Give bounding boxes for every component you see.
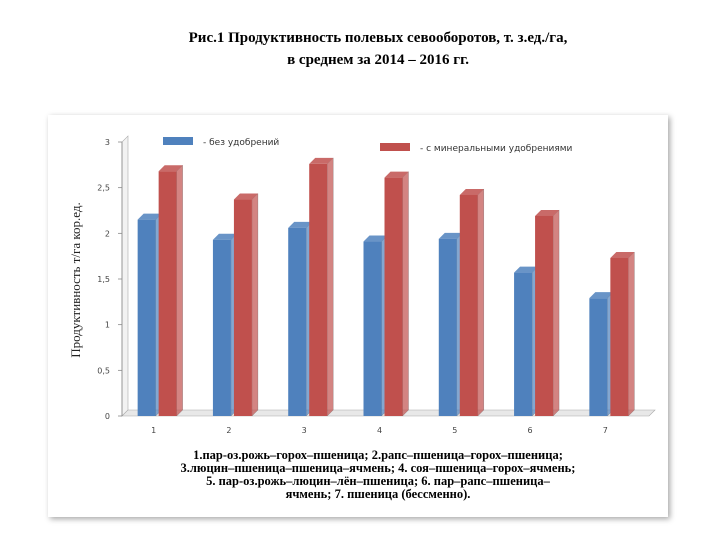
x-tick-label: 7	[603, 426, 608, 435]
bar	[137, 219, 156, 416]
bar-side	[326, 157, 334, 417]
bar-top	[384, 171, 409, 178]
x-tick-label: 1	[151, 426, 156, 435]
y-tick-label: 3	[105, 138, 110, 147]
bar-top	[459, 188, 484, 195]
bar-top	[137, 213, 162, 220]
title-line: в среднем за 2014 – 2016 гг.	[287, 52, 469, 68]
bar-top	[438, 232, 463, 239]
bar-side	[628, 251, 635, 417]
bar	[535, 215, 554, 416]
x-tick-label: 2	[226, 426, 231, 435]
bar	[438, 238, 457, 416]
legend-swatch	[163, 137, 193, 145]
bar	[514, 272, 533, 416]
back-wall	[121, 135, 129, 417]
bar-top	[363, 235, 388, 242]
legend-swatch	[380, 143, 410, 151]
caption-line: 1.пар-оз.рожь–горох–пшеница; 2.рапс–пшен…	[193, 448, 563, 462]
bar-side	[176, 164, 183, 417]
caption-line: 5. пар-оз.рожь–люцин–лён–пшеница; 6. пар…	[206, 474, 551, 488]
bar-top	[514, 266, 539, 273]
bar-side	[552, 209, 560, 417]
bar	[459, 194, 478, 416]
bar-top	[309, 157, 334, 164]
y-tick-label: 1	[105, 321, 110, 330]
bar	[384, 177, 403, 416]
bar	[158, 171, 177, 416]
bar-top	[589, 292, 614, 299]
y-axis-label: Продуктивность т/га кор.ед.	[68, 202, 83, 357]
bar	[610, 257, 629, 416]
y-tick-label: 0	[105, 412, 110, 421]
bar	[309, 163, 328, 416]
bar-side	[251, 192, 259, 417]
bar	[212, 239, 231, 416]
bar-top	[610, 251, 635, 258]
legend-label: - без удобрений	[203, 138, 279, 148]
bar-top	[233, 193, 258, 200]
legend-label: - с минеральными удобрениями	[420, 144, 573, 154]
y-tick-label: 1,5	[97, 275, 110, 284]
y-tick-label: 2,5	[97, 184, 110, 193]
bar-top	[212, 233, 237, 240]
bar	[363, 241, 382, 416]
caption-line: ячмень; 7. пшеница (бессменно).	[286, 487, 471, 501]
y-tick-label: 0,5	[97, 366, 110, 375]
x-tick-label: 6	[528, 426, 533, 435]
bar	[288, 227, 307, 416]
y-tick-label: 2	[105, 229, 110, 238]
bar-side	[402, 171, 409, 417]
x-tick-label: 3	[302, 426, 307, 435]
caption-line: 3.люцин–пшеница–пшеница–ячмень; 4. соя–п…	[181, 461, 576, 475]
bar-top	[158, 165, 183, 172]
bar-side	[477, 188, 485, 417]
title-line: Рис.1 Продуктивность полевых севооборото…	[189, 30, 568, 46]
bar-top	[535, 209, 560, 216]
bar	[589, 298, 608, 416]
bar-top	[288, 221, 313, 228]
bar	[233, 199, 252, 416]
x-tick-label: 4	[377, 426, 382, 435]
x-tick-label: 5	[452, 426, 457, 435]
